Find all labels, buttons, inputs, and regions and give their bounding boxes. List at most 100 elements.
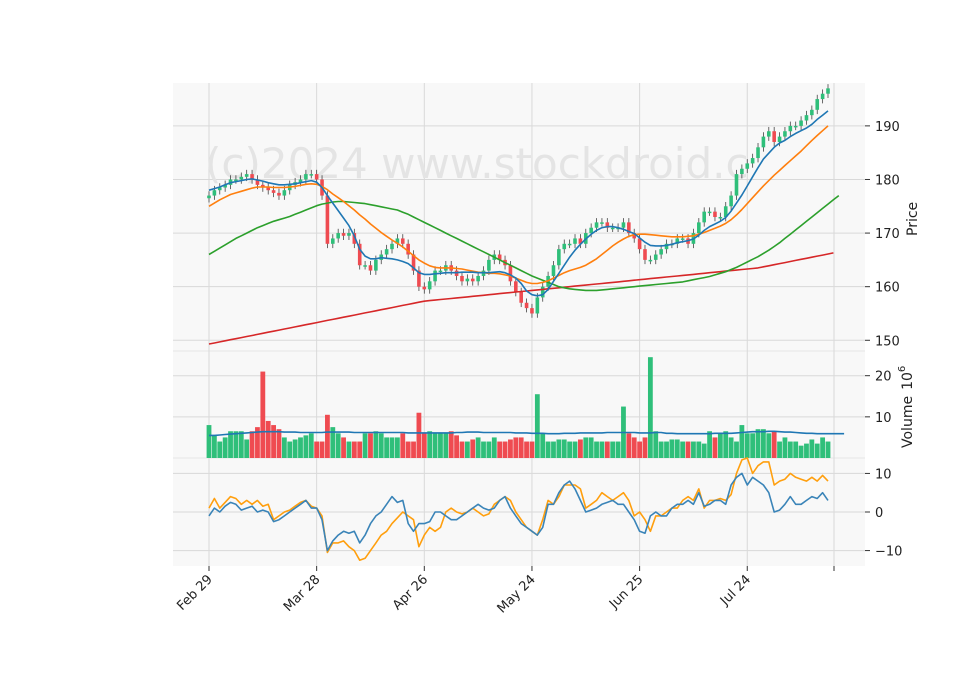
volume-bar bbox=[292, 439, 298, 458]
candle-body bbox=[352, 233, 357, 244]
volume-axis-unit-exponent: 6 bbox=[897, 366, 908, 372]
moving-average-long-line bbox=[208, 194, 840, 292]
candle-body bbox=[653, 254, 658, 260]
candle-body bbox=[411, 254, 416, 271]
candle-body bbox=[433, 270, 437, 282]
volume-bar bbox=[777, 441, 782, 458]
candle-body bbox=[508, 265, 513, 282]
volume-bar bbox=[325, 414, 330, 458]
volume-bar bbox=[319, 441, 325, 458]
volume-bar bbox=[362, 433, 368, 458]
price-axis-label: Price bbox=[905, 202, 921, 236]
volume-bar bbox=[287, 441, 293, 458]
volume-bar bbox=[206, 425, 212, 458]
candle-body bbox=[734, 174, 739, 196]
volume-bar bbox=[346, 441, 352, 458]
candle-body bbox=[427, 281, 432, 290]
price-axis-tick-label: 170 bbox=[875, 227, 900, 242]
volume-bar bbox=[610, 441, 616, 458]
volume-bar bbox=[228, 431, 233, 458]
oscillator-axis-tick-label: −10 bbox=[875, 545, 902, 560]
volume-bar bbox=[481, 441, 486, 458]
x-tick-label: Mar 28 bbox=[281, 572, 324, 615]
volume-bar bbox=[744, 433, 750, 458]
candle-body bbox=[487, 259, 491, 271]
candle-body bbox=[524, 302, 529, 309]
grid-lines bbox=[173, 83, 865, 566]
volume-bar bbox=[255, 427, 260, 458]
volume-bar bbox=[820, 437, 826, 458]
volume-bar bbox=[717, 433, 723, 458]
candle-body bbox=[212, 190, 217, 196]
candle-body bbox=[600, 222, 604, 224]
volume-bar bbox=[642, 437, 648, 458]
candle-body bbox=[643, 249, 647, 260]
volume-bar bbox=[712, 437, 718, 458]
volume-bar bbox=[508, 439, 513, 458]
candle-body bbox=[277, 192, 281, 196]
candle-body bbox=[632, 233, 637, 239]
volume-bar bbox=[674, 439, 680, 458]
volume-panel bbox=[206, 357, 845, 458]
candle-body bbox=[589, 227, 593, 234]
candle-body bbox=[239, 176, 244, 180]
volume-axis-tick-label: 20 bbox=[875, 370, 892, 385]
candle-body bbox=[540, 286, 545, 298]
volume-bar bbox=[357, 441, 363, 458]
volume-bar bbox=[766, 433, 772, 458]
candle-body bbox=[740, 168, 744, 175]
volume-bar bbox=[518, 437, 524, 458]
candle-body bbox=[761, 136, 766, 148]
volume-bar bbox=[734, 441, 739, 458]
candle-body bbox=[777, 136, 782, 142]
volume-bar bbox=[583, 437, 589, 458]
volume-axis-unit-base: 10 bbox=[900, 372, 916, 390]
volume-average-line bbox=[209, 430, 845, 437]
candle-body bbox=[815, 99, 820, 110]
volume-bar bbox=[454, 435, 459, 458]
candle-body bbox=[331, 238, 335, 244]
volume-bar bbox=[421, 433, 427, 458]
candle-body bbox=[390, 243, 394, 250]
volume-bar bbox=[551, 441, 556, 458]
volume-bar bbox=[793, 441, 799, 458]
candle-body bbox=[562, 243, 567, 250]
volume-bar bbox=[389, 437, 395, 458]
candle-body bbox=[659, 249, 663, 255]
volume-bar bbox=[271, 425, 276, 458]
oscillator-line-a bbox=[208, 457, 829, 562]
volume-bar bbox=[394, 437, 400, 458]
candle-body bbox=[788, 125, 793, 132]
candle-body bbox=[648, 259, 653, 262]
volume-bar bbox=[513, 437, 519, 458]
volume-axis-tick-label: 10 bbox=[875, 411, 892, 426]
volume-bar bbox=[502, 441, 508, 458]
volume-bar bbox=[707, 431, 712, 458]
candle-body bbox=[680, 238, 685, 240]
price-axis-tick-label: 150 bbox=[875, 334, 900, 349]
candle-body bbox=[535, 297, 540, 314]
volume-bar bbox=[244, 439, 250, 458]
volume-bar bbox=[809, 439, 815, 458]
volume-bar bbox=[814, 443, 820, 458]
volume-bar bbox=[303, 435, 309, 458]
volume-bar bbox=[782, 437, 788, 458]
candle-body bbox=[707, 211, 712, 214]
candle-body bbox=[729, 195, 733, 207]
volume-bar bbox=[787, 441, 793, 458]
volume-bar bbox=[578, 439, 583, 458]
volume-bar bbox=[491, 437, 497, 458]
volume-bar bbox=[540, 433, 546, 458]
candle-body bbox=[207, 195, 211, 199]
oscillator-panel bbox=[208, 457, 829, 562]
volume-bar bbox=[233, 431, 239, 458]
volume-bar bbox=[599, 441, 605, 458]
candle-body bbox=[718, 217, 723, 219]
candle-body bbox=[514, 281, 518, 293]
candle-body bbox=[497, 254, 502, 260]
volume-bar bbox=[373, 431, 379, 458]
candle-body bbox=[438, 270, 443, 273]
volume-bar bbox=[314, 441, 320, 458]
candle-body bbox=[804, 115, 809, 121]
volume-bar bbox=[691, 441, 696, 458]
